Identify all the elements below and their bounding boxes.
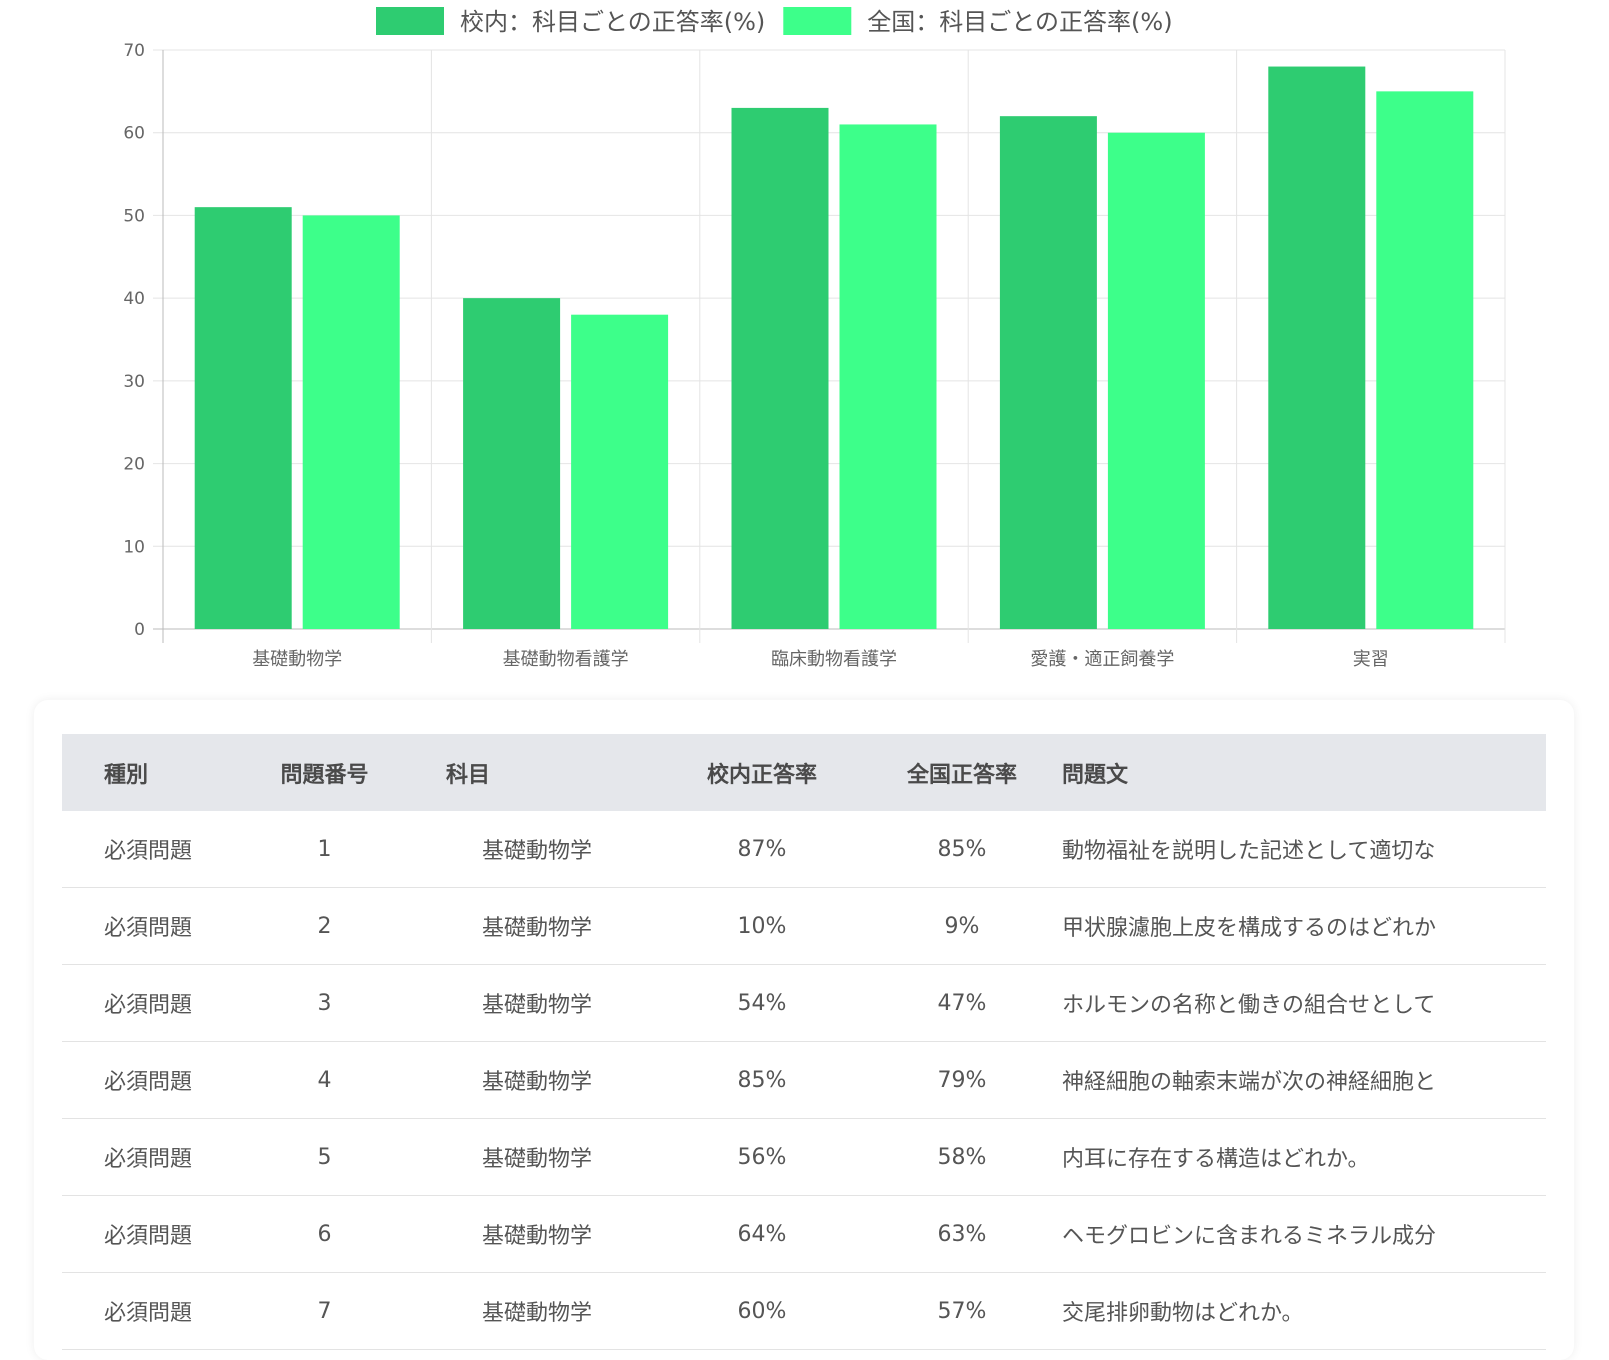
- bar: [571, 314, 669, 629]
- cell-school-rate: 60%: [662, 1272, 862, 1350]
- table-header-row: 種別 問題番号 科目 校内正答率 全国正答率 問題文: [62, 734, 1546, 811]
- y-tick-label: 10: [123, 537, 145, 557]
- bar: [731, 107, 829, 629]
- table-row[interactable]: 必須問題 3 基礎動物学 54% 47% ホルモンの名称と働きの組合せとして: [62, 964, 1546, 1042]
- y-tick-label: 30: [123, 372, 145, 392]
- bar: [1376, 91, 1474, 630]
- chart-canvas: 0 10 20 30 40 50 60 70 基礎動物学 基礎動物看護学 臨床動物看護学 愛護・適正飼…: [123, 7, 1506, 670]
- cell-subject: 基礎動物学: [412, 1272, 662, 1350]
- table-row[interactable]: 必須問題 7 基礎動物学 60% 57% 交尾排卵動物はどれか。: [62, 1272, 1546, 1350]
- cell-question-text: 動物福祉を説明した記述として適切な: [1062, 811, 1546, 888]
- cell-subject: 基礎動物学: [412, 1041, 662, 1119]
- bar: [999, 116, 1097, 629]
- cell-question-number: 7: [237, 1272, 412, 1350]
- cell-question-number: 6: [237, 1195, 412, 1273]
- cell-type: 必須問題: [62, 887, 237, 965]
- cell-question-text: ホルモンの名称と働きの組合せとして: [1062, 964, 1546, 1042]
- y-tick-label: 20: [123, 455, 145, 475]
- header-subject[interactable]: 科目: [412, 734, 662, 811]
- cell-question-text: ヘモグロビンに含まれるミネラル成分: [1062, 1195, 1546, 1273]
- cell-type: 必須問題: [62, 1118, 237, 1196]
- table-row[interactable]: 必須問題 4 基礎動物学 85% 79% 神経細胞の軸索末端が次の神経細胞と: [62, 1041, 1546, 1119]
- cell-school-rate: 10%: [662, 887, 862, 965]
- x-tick-label: 基礎動物学: [252, 649, 342, 670]
- x-tick-label: 臨床動物看護学: [771, 649, 897, 670]
- table-row[interactable]: 必須問題 6 基礎動物学 64% 63% ヘモグロビンに含まれるミネラル成分: [62, 1195, 1546, 1273]
- cell-subject: 基礎動物学: [412, 811, 662, 888]
- cell-type: 必須問題: [62, 1272, 237, 1350]
- bar: [194, 207, 292, 629]
- legend-swatch: [783, 7, 852, 35]
- y-tick-label: 40: [123, 289, 145, 309]
- cell-national-rate: 57%: [862, 1272, 1062, 1350]
- legend-swatch: [376, 7, 444, 35]
- x-tick-label: 実習: [1353, 649, 1389, 670]
- question-table: 種別 問題番号 科目 校内正答率 全国正答率 問題文 必須問題 1 基礎動物学 …: [62, 734, 1546, 1350]
- table-row[interactable]: 必須問題 1 基礎動物学 87% 85% 動物福祉を説明した記述として適切な: [62, 811, 1546, 888]
- cell-subject: 基礎動物学: [412, 1118, 662, 1196]
- cell-subject: 基礎動物学: [412, 964, 662, 1042]
- table-row[interactable]: 必須問題 5 基礎動物学 56% 58% 内耳に存在する構造はどれか。: [62, 1118, 1546, 1196]
- cell-type: 必須問題: [62, 964, 237, 1042]
- cell-national-rate: 85%: [862, 811, 1062, 888]
- cell-national-rate: 47%: [862, 964, 1062, 1042]
- header-question-text[interactable]: 問題文: [1062, 734, 1546, 811]
- y-tick-label: 60: [123, 124, 145, 144]
- cell-type: 必須問題: [62, 1041, 237, 1119]
- cell-national-rate: 58%: [862, 1118, 1062, 1196]
- y-tick-label: 50: [123, 206, 145, 226]
- x-tick-label: 基礎動物看護学: [503, 649, 629, 670]
- bar: [463, 298, 561, 629]
- cell-national-rate: 9%: [862, 887, 1062, 965]
- cell-question-text: 甲状腺濾胞上皮を構成するのはどれか: [1062, 887, 1546, 965]
- table-row[interactable]: 必須問題 2 基礎動物学 10% 9% 甲状腺濾胞上皮を構成するのはどれか: [62, 887, 1546, 965]
- cell-type: 必須問題: [62, 1195, 237, 1273]
- cell-national-rate: 79%: [862, 1041, 1062, 1119]
- cell-question-number: 3: [237, 964, 412, 1042]
- cell-question-number: 1: [237, 811, 412, 888]
- bar: [839, 124, 937, 629]
- legend-label: 校内：科目ごとの正答率(%): [460, 8, 765, 36]
- cell-type: 必須問題: [62, 811, 237, 888]
- cell-question-text: 神経細胞の軸索末端が次の神経細胞と: [1062, 1041, 1546, 1119]
- header-question-number[interactable]: 問題番号: [237, 734, 412, 811]
- cell-question-text: 内耳に存在する構造はどれか。: [1062, 1118, 1546, 1196]
- legend-label: 全国：科目ごとの正答率(%): [867, 8, 1172, 36]
- header-national-rate[interactable]: 全国正答率: [862, 734, 1062, 811]
- cell-subject: 基礎動物学: [412, 887, 662, 965]
- cell-school-rate: 56%: [662, 1118, 862, 1196]
- cell-school-rate: 87%: [662, 811, 862, 888]
- y-tick-label: 70: [123, 41, 145, 61]
- cell-school-rate: 54%: [662, 964, 862, 1042]
- bar: [302, 215, 400, 629]
- cell-national-rate: 63%: [862, 1195, 1062, 1273]
- cell-school-rate: 85%: [662, 1041, 862, 1119]
- y-tick-label: 0: [134, 620, 145, 640]
- header-type[interactable]: 種別: [62, 734, 237, 811]
- header-school-rate[interactable]: 校内正答率: [662, 734, 862, 811]
- x-tick-label: 愛護・適正飼養学: [1030, 649, 1174, 670]
- bar: [1107, 132, 1205, 629]
- cell-school-rate: 64%: [662, 1195, 862, 1273]
- bar-chart: 0 10 20 30 40 50 60 70 基礎動物学 基礎動物看護学 臨床動物看護学 愛護・適正飼…: [123, 7, 1506, 670]
- question-table-card: 種別 問題番号 科目 校内正答率 全国正答率 問題文 必須問題 1 基礎動物学 …: [34, 700, 1574, 1360]
- cell-question-number: 2: [237, 887, 412, 965]
- cell-subject: 基礎動物学: [412, 1195, 662, 1273]
- cell-question-number: 5: [237, 1118, 412, 1196]
- table-scroll-area[interactable]: 種別 問題番号 科目 校内正答率 全国正答率 問題文 必須問題 1 基礎動物学 …: [62, 734, 1546, 1350]
- cell-question-number: 4: [237, 1041, 412, 1119]
- bar: [1268, 66, 1366, 630]
- cell-question-text: 交尾排卵動物はどれか。: [1062, 1272, 1546, 1350]
